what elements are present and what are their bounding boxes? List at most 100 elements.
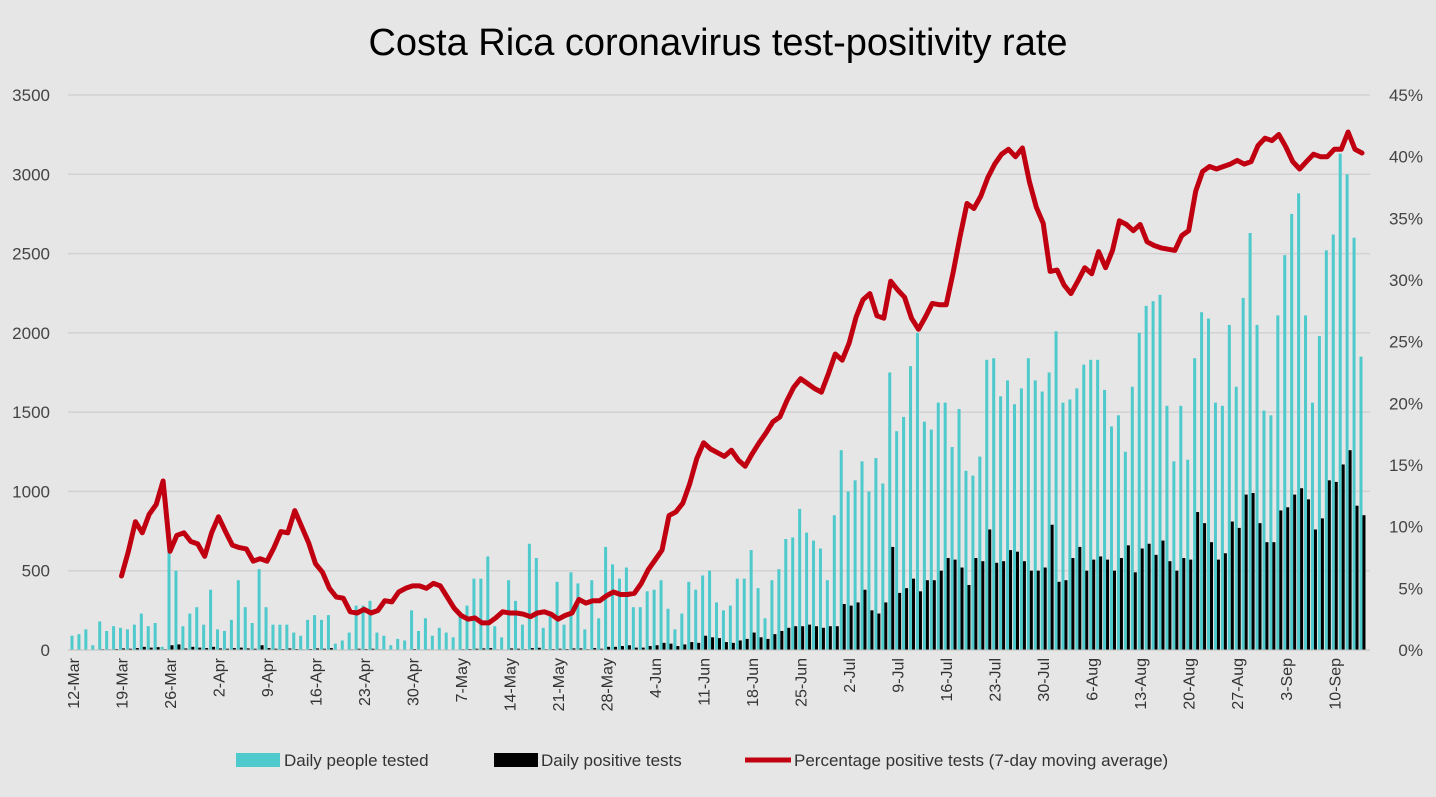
bar-tested (653, 590, 656, 650)
bar-positive (746, 639, 749, 650)
bar-tested (1325, 250, 1328, 650)
bar-tested (1179, 406, 1182, 650)
bar-tested (895, 431, 898, 650)
bar-tested (265, 607, 268, 650)
bar-tested (660, 580, 663, 650)
y-axis-right: 0%5%10%15%20%25%30%35%40%45% (1389, 86, 1423, 660)
rate-line (122, 132, 1363, 623)
bar-positive (683, 644, 686, 650)
bar-positive (1349, 450, 1352, 650)
bar-positive (1356, 506, 1359, 650)
bar-tested (403, 640, 406, 650)
bar-tested (646, 591, 649, 650)
bar-tested (1193, 358, 1196, 650)
bar-tested (840, 450, 843, 650)
bar-positive (656, 645, 659, 650)
bar-tested (209, 590, 212, 650)
bar-tested (583, 629, 586, 650)
bar-positive (1113, 571, 1116, 650)
bar-tested (1297, 193, 1300, 650)
bar-tested (764, 618, 767, 650)
bar-tested (1249, 233, 1252, 650)
bar-positive (718, 638, 721, 650)
bar-tested (431, 636, 434, 650)
x-tick-label: 23-Jul (988, 658, 1005, 702)
bar-positive (261, 645, 264, 650)
bar-tested (223, 631, 226, 650)
x-tick-label: 28-May (600, 658, 617, 711)
bar-positive (898, 593, 901, 650)
y-tick-label: 1000 (12, 482, 50, 501)
x-tick-label: 16-Apr (309, 657, 326, 706)
bar-positive (1362, 515, 1365, 650)
bar-positive (1231, 522, 1234, 650)
bar-positive (663, 643, 666, 650)
bar-tested (923, 422, 926, 650)
bar-positive (954, 560, 957, 650)
bar-tested (181, 626, 184, 650)
bar-tested (992, 358, 995, 650)
y2-tick-label: 35% (1389, 209, 1423, 228)
bar-positive (1002, 561, 1005, 650)
bar-positive (905, 588, 908, 650)
bar-tested (91, 645, 94, 650)
bar-positive (1265, 542, 1268, 650)
bar-tested (881, 484, 884, 651)
y2-tick-label: 45% (1389, 86, 1423, 105)
bar-positive (177, 644, 180, 650)
bar-positive (829, 626, 832, 650)
bar-positive (995, 563, 998, 650)
bar-tested (1096, 360, 1099, 650)
bar-tested (1346, 174, 1349, 650)
bar-tested (597, 618, 600, 650)
bar-tested (1172, 461, 1175, 650)
bar-tested (202, 625, 205, 650)
bar-tested (902, 417, 905, 650)
bar-tested (750, 550, 753, 650)
y2-tick-label: 15% (1389, 456, 1423, 475)
bar-tested (687, 582, 690, 650)
bar-tested (1269, 415, 1272, 650)
bar-tested (244, 607, 247, 650)
bar-positive (967, 585, 970, 650)
bar-tested (819, 549, 822, 650)
y2-tick-label: 5% (1398, 579, 1423, 598)
bar-tested (396, 639, 399, 650)
bar-tested (964, 471, 967, 650)
bar-positive (981, 561, 984, 650)
bar-tested (306, 620, 309, 650)
bar-tested (466, 606, 469, 650)
bar-tested (521, 625, 524, 650)
bar-tested (625, 568, 628, 650)
bar-tested (673, 629, 676, 650)
bar-positive (1307, 499, 1310, 650)
bar-tested (1256, 325, 1259, 650)
bar-tested (493, 626, 496, 650)
x-tick-label: 19-Mar (115, 657, 132, 708)
y2-tick-label: 0% (1398, 641, 1423, 660)
bar-tested (1055, 331, 1058, 650)
bar-tested (549, 614, 552, 650)
x-tick-label: 27-Aug (1230, 658, 1247, 710)
bar-tested (909, 366, 912, 650)
x-tick-label: 4-Jun (648, 658, 665, 698)
bar-positive (1245, 495, 1248, 650)
x-tick-label: 30-Apr (406, 657, 423, 706)
bar-positive (690, 642, 693, 650)
y2-tick-label: 20% (1389, 394, 1423, 413)
bar-tested (1318, 336, 1321, 650)
bar-tested (438, 628, 441, 650)
bar-tested (237, 580, 240, 650)
x-tick-label: 26-Mar (163, 657, 180, 708)
bar-tested (1359, 357, 1362, 650)
bar-tested (1186, 460, 1189, 650)
bar-tested (84, 629, 87, 650)
bar-positive (676, 646, 679, 650)
bar-positive (621, 646, 624, 650)
bar-positive (864, 590, 867, 650)
bar-tested (126, 629, 129, 650)
x-tick-label: 2-Jul (842, 658, 859, 693)
